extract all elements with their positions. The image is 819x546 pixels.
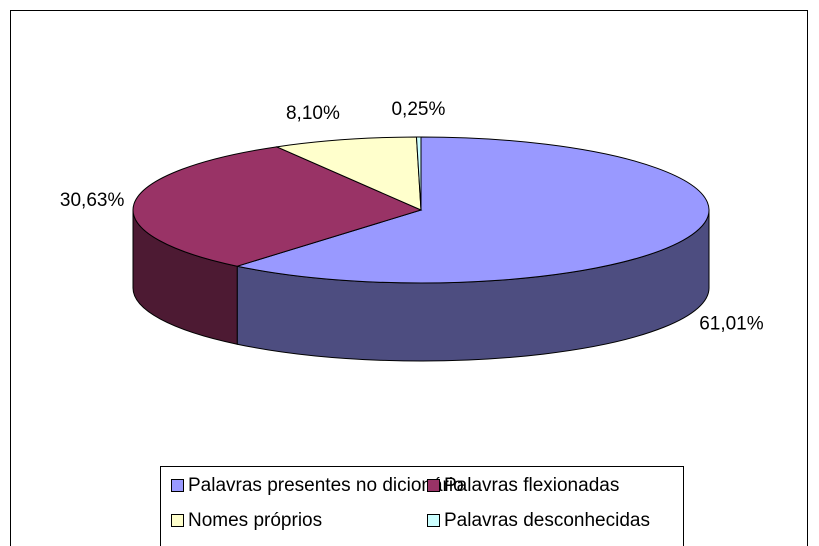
legend-swatch	[427, 514, 440, 527]
legend-label: Palavras flexionadas	[444, 475, 619, 496]
legend-label: Palavras desconhecidas	[444, 510, 650, 531]
legend-label: Nomes próprios	[188, 510, 322, 531]
data-label: 30,63%	[60, 190, 125, 211]
legend-label: Palavras presentes no dicionário	[188, 475, 464, 496]
data-label: 61,01%	[699, 314, 764, 335]
legend-swatch	[427, 479, 440, 492]
data-label: 0,25%	[391, 99, 445, 120]
pie-slice	[237, 136, 710, 284]
pie-slice	[132, 146, 423, 267]
pie-slice	[274, 136, 422, 211]
legend-box	[160, 466, 684, 546]
legend-swatch	[171, 514, 184, 527]
legend-swatch	[171, 479, 184, 492]
data-label: 8,10%	[286, 103, 340, 124]
pie-slice	[415, 136, 422, 211]
